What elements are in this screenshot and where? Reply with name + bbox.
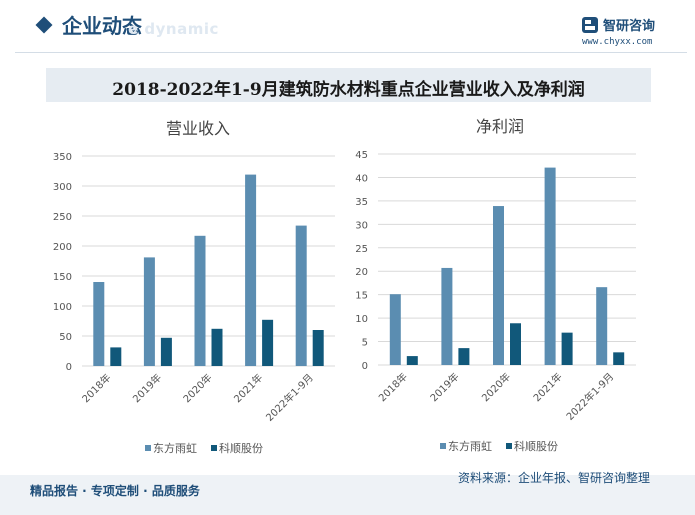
title-band (46, 68, 651, 102)
y-tick-label: 300 (53, 182, 72, 193)
section-subtitle: e dynamic (128, 20, 219, 38)
footer-band (0, 475, 695, 515)
chart-title-2: 净利润 (476, 117, 524, 136)
y-tick-label: 50 (59, 332, 72, 343)
brand-logo-icon (582, 17, 598, 33)
main-title: 2018-2022年1-9月建筑防水材料重点企业营业收入及净利润 (112, 80, 585, 100)
x-tick-label: 2022年1-9月 (263, 371, 316, 424)
bar-dfyh-4 (245, 174, 257, 366)
page-header: 企业动态 e dynamic 智研咨询 www.chyxx.com (0, 0, 695, 52)
bar-ksgf-5 (613, 352, 625, 365)
bar-ksgf-2 (458, 348, 470, 365)
legend-label-2: 科顺股份 (514, 439, 558, 453)
bar-dfyh-2 (143, 257, 155, 366)
section-title: 企业动态 (62, 14, 142, 38)
brand-url[interactable]: www.chyxx.com (582, 37, 653, 47)
y-tick-label: 0 (362, 361, 368, 372)
bar-ksgf-1 (406, 356, 418, 365)
brand-name: 智研咨询 (603, 19, 656, 34)
chart-title-1: 营业收入 (166, 119, 230, 138)
legend-swatch-2 (506, 443, 512, 449)
legend-label-1: 东方雨虹 (448, 439, 492, 453)
y-tick-label: 5 (362, 338, 368, 349)
bar-dfyh-4 (544, 167, 556, 365)
x-tick-label: 2019年 (130, 371, 164, 405)
bar-ksgf-2 (160, 337, 172, 366)
y-tick-label: 15 (355, 291, 368, 302)
y-tick-label: 10 (355, 314, 368, 325)
bar-ksgf-4 (262, 319, 274, 366)
x-tick-label: 2022年1-9月 (563, 370, 616, 423)
x-tick-label: 2018年 (79, 371, 113, 405)
bar-dfyh-1 (389, 294, 401, 365)
x-tick-label: 2020年 (180, 371, 214, 405)
legend-label-1: 东方雨虹 (153, 441, 197, 455)
x-tick-label: 2021年 (231, 371, 265, 405)
y-tick-label: 30 (355, 220, 368, 231)
bar-dfyh-5 (596, 287, 608, 365)
y-tick-label: 20 (355, 267, 368, 278)
y-tick-label: 45 (355, 150, 368, 161)
bar-ksgf-3 (510, 323, 521, 365)
y-tick-label: 0 (66, 362, 72, 373)
y-tick-label: 350 (53, 152, 72, 163)
bar-dfyh-3 (194, 235, 206, 366)
bar-ksgf-5 (312, 330, 324, 366)
data-source: 资料来源：企业年报、智研咨询整理 (458, 471, 651, 485)
bar-dfyh-2 (441, 267, 453, 365)
y-tick-label: 150 (53, 272, 72, 283)
bar-ksgf-3 (211, 328, 223, 366)
bar-ksgf-4 (561, 332, 573, 365)
header-divider (15, 52, 687, 53)
x-tick-label: 2019年 (427, 370, 461, 404)
legend-label-2: 科顺股份 (219, 441, 263, 455)
y-tick-label: 35 (355, 197, 368, 208)
bar-dfyh-3 (493, 206, 504, 365)
x-tick-label: 2020年 (479, 370, 513, 404)
bar-dfyh-5 (295, 225, 307, 366)
x-tick-label: 2021年 (530, 370, 564, 404)
y-tick-label: 40 (355, 173, 368, 184)
bar-ksgf-1 (110, 347, 122, 366)
y-tick-label: 200 (53, 242, 72, 253)
legend-swatch-1 (440, 443, 446, 449)
y-tick-label: 250 (53, 212, 72, 223)
footer-slogan: 精品报告 · 专项定制 · 品质服务 (30, 484, 200, 498)
y-tick-label: 25 (355, 244, 368, 255)
legend-swatch-1 (145, 445, 151, 451)
y-tick-label: 100 (53, 302, 72, 313)
legend-swatch-2 (211, 445, 217, 451)
bar-dfyh-1 (93, 282, 105, 366)
x-tick-label: 2018年 (376, 370, 410, 404)
